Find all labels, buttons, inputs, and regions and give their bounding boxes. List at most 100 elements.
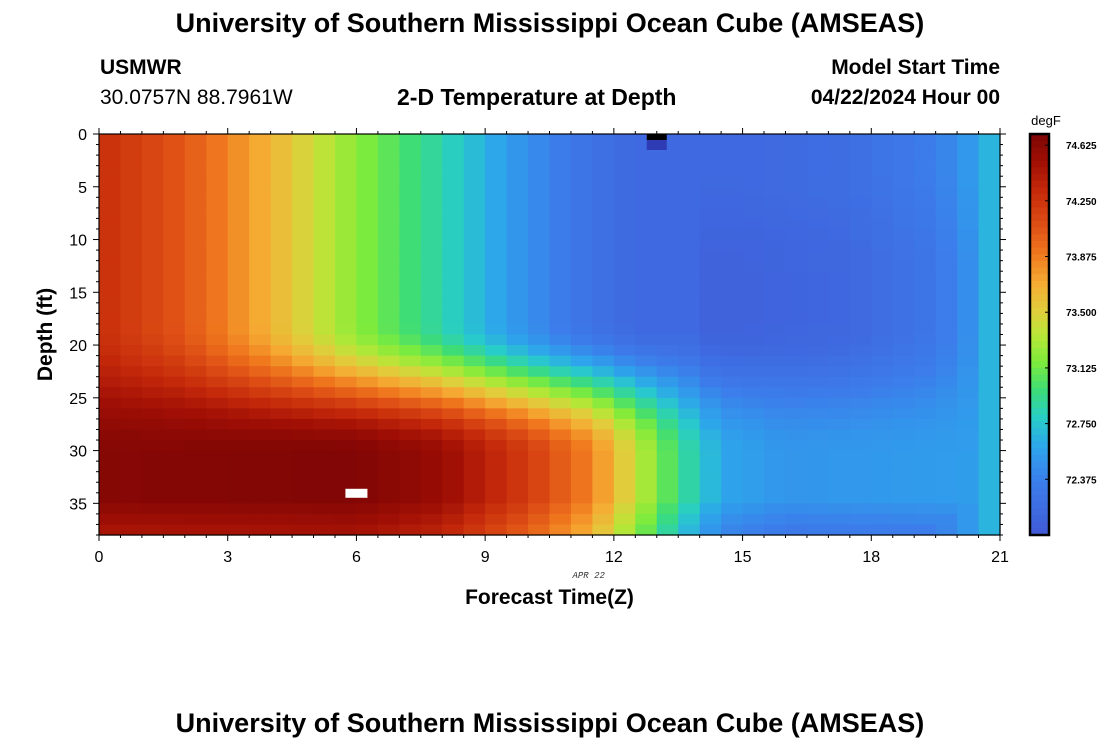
heatmap-cell <box>292 302 315 314</box>
heatmap-cell <box>549 134 572 146</box>
heatmap-cell <box>506 302 529 314</box>
heatmap-cell <box>227 418 250 431</box>
heatmap-cell <box>163 313 186 325</box>
heatmap-cell <box>871 292 894 304</box>
heatmap-cell <box>420 250 443 262</box>
heatmap-cell <box>270 271 293 283</box>
heatmap-cell <box>120 355 143 367</box>
heatmap-cell <box>506 461 529 473</box>
heatmap-cell <box>806 355 829 367</box>
heatmap-cell <box>656 471 679 483</box>
heatmap-cell <box>806 207 829 220</box>
heatmap-cell <box>592 218 615 230</box>
heatmap-cell <box>764 134 787 146</box>
heatmap-cell <box>292 176 315 188</box>
heatmap-cell <box>99 207 122 220</box>
heatmap-cell <box>356 313 379 325</box>
heatmap-cell <box>549 197 572 209</box>
heatmap-cell <box>420 513 443 526</box>
heatmap-cell <box>592 503 615 515</box>
heatmap-cell <box>721 218 744 230</box>
heatmap-cell <box>292 218 315 230</box>
heatmap-cell <box>206 260 229 272</box>
heatmap-cell <box>935 165 958 177</box>
heatmap-cell <box>528 228 551 241</box>
heatmap-cell <box>978 228 1001 241</box>
heatmap-cell <box>206 492 229 504</box>
heatmap-cell <box>592 482 615 494</box>
heatmap-cell <box>549 345 572 357</box>
heatmap-cell <box>699 376 722 388</box>
heatmap-cell <box>764 260 787 272</box>
heatmap-cell <box>120 503 143 515</box>
heatmap-cell <box>570 250 593 262</box>
colorbar-segment <box>1030 414 1049 422</box>
heatmap-cell <box>377 482 400 494</box>
colorbar-unit: degF <box>1031 113 1061 128</box>
heatmap-cell <box>699 503 722 515</box>
heatmap-cell <box>570 408 593 420</box>
heatmap-cell <box>206 524 229 536</box>
heatmap-cell <box>313 524 336 536</box>
heatmap-cell <box>699 165 722 177</box>
heatmap-cell <box>935 345 958 357</box>
heatmap-cell <box>978 471 1001 483</box>
heatmap-cell <box>570 397 593 409</box>
heatmap-cell <box>957 492 980 504</box>
heatmap-cell <box>377 492 400 504</box>
heatmap-cell <box>334 492 358 504</box>
heatmap-cell <box>699 281 722 293</box>
heatmap-cell <box>292 376 315 388</box>
heatmap-cell <box>485 239 508 251</box>
heatmap-cell <box>828 345 851 357</box>
heatmap-cell <box>871 366 894 378</box>
heatmap-cell <box>699 387 722 399</box>
heatmap-cell <box>463 366 486 378</box>
heatmap-cell <box>549 418 572 431</box>
heatmap-cell <box>141 176 164 188</box>
heatmap-cell <box>613 281 636 293</box>
heatmap-cell <box>334 450 358 462</box>
heatmap-cell <box>871 239 894 251</box>
heatmap-cell <box>914 503 937 515</box>
heatmap-cell <box>463 345 486 357</box>
heatmap-cell <box>334 503 358 515</box>
heatmap-cell <box>163 271 186 283</box>
heatmap-cell <box>292 345 315 357</box>
heatmap-cell <box>184 176 207 188</box>
heatmap-cell <box>120 144 143 156</box>
heatmap-cell <box>292 513 315 526</box>
heatmap-cell <box>206 387 229 399</box>
heatmap-cell <box>613 418 636 431</box>
heatmap-cell <box>420 334 443 346</box>
heatmap-cell <box>206 155 229 167</box>
heatmap-cell <box>892 503 915 515</box>
heatmap-cell <box>978 323 1001 336</box>
heatmap-cell <box>506 134 529 146</box>
heatmap-cell <box>699 345 722 357</box>
heatmap-cell <box>892 281 915 293</box>
heatmap-cell <box>892 471 915 483</box>
heatmap-cell <box>935 144 958 156</box>
heatmap-cell <box>399 228 422 241</box>
heatmap-cell <box>463 302 486 314</box>
heatmap-cell <box>206 440 229 452</box>
heatmap-cell <box>356 144 379 156</box>
heatmap-cell <box>99 450 122 462</box>
heatmap-cell <box>120 397 143 409</box>
heatmap-cell <box>871 355 894 367</box>
heatmap-cell <box>721 260 744 272</box>
heatmap-cell <box>570 345 593 357</box>
heatmap-cell <box>678 366 701 378</box>
heatmap-cell <box>978 197 1001 209</box>
heatmap-cell <box>227 524 250 536</box>
heatmap-cell <box>656 461 679 473</box>
heatmap-cell <box>871 482 894 494</box>
heatmap-cell <box>270 134 293 146</box>
heatmap-cell <box>120 281 143 293</box>
heatmap-cell <box>334 292 358 304</box>
heatmap-cell <box>978 239 1001 251</box>
heatmap-cell <box>592 366 615 378</box>
heatmap-cell <box>485 271 508 283</box>
heatmap-cell <box>656 155 679 167</box>
